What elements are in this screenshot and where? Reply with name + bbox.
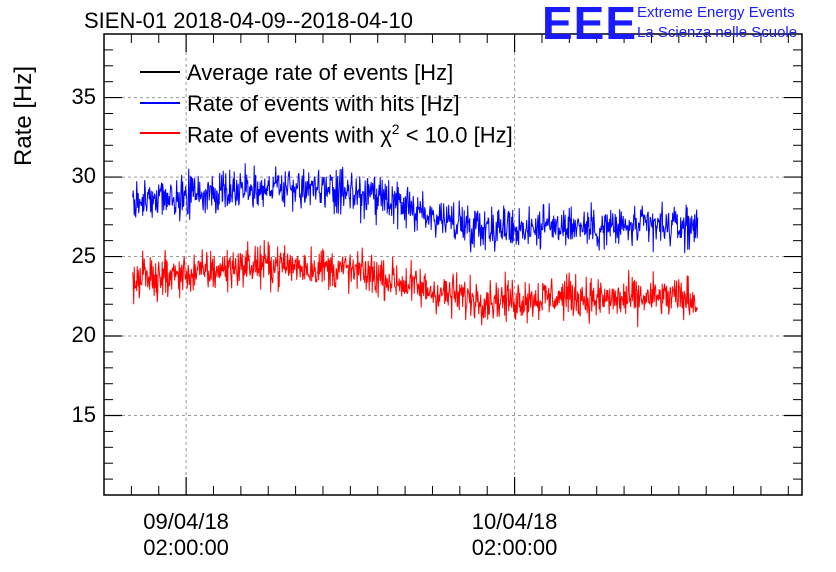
x-tick-time: 02:00:00: [471, 535, 558, 560]
legend-chi2-sup: 2: [391, 121, 400, 137]
legend-label-hits: Rate of events with hits [Hz]: [187, 91, 460, 116]
x-tick-label: 10/04/18 02:00:00: [445, 509, 585, 561]
x-tick-date: 09/04/18: [143, 509, 229, 534]
legend-chi2-prefix: Rate of events with: [187, 122, 381, 148]
legend-swatches: [140, 71, 180, 134]
y-tick-label: 30: [71, 163, 96, 189]
grid-lines: [104, 34, 802, 495]
y-axis-label: Rate [Hz]: [10, 65, 37, 166]
logo-line-2: La Scienza nelle Scuole: [637, 24, 798, 41]
x-tick-time: 02:00:00: [143, 535, 229, 560]
eee-logo: EEE: [542, 0, 638, 49]
x-tick-label: 09/04/18 02:00:00: [116, 509, 256, 561]
legend-label-average: Average rate of events [Hz]: [187, 60, 454, 85]
legend-chi2-suffix: < 10.0 [Hz]: [399, 122, 513, 148]
legend-chi2-symbol: χ: [380, 122, 392, 148]
logo-line-1: Extreme Energy Events: [637, 4, 795, 21]
plot-frame: [103, 33, 803, 496]
y-tick-label: 25: [71, 242, 96, 268]
chart-title: SIEN-01 2018-04-09--2018-04-10: [84, 8, 413, 33]
series-chi2-line: [132, 239, 699, 328]
series-layer: [132, 163, 699, 328]
y-tick-label: 20: [71, 322, 96, 348]
series-hits-line: [132, 163, 699, 254]
y-tick-label: 35: [71, 83, 96, 109]
legend-label-chi2: Rate of events with χ2 < 10.0 [Hz]: [187, 121, 513, 148]
axis-ticks: [103, 33, 802, 495]
x-tick-date: 10/04/18: [471, 509, 558, 534]
y-tick-label: 15: [71, 401, 96, 427]
